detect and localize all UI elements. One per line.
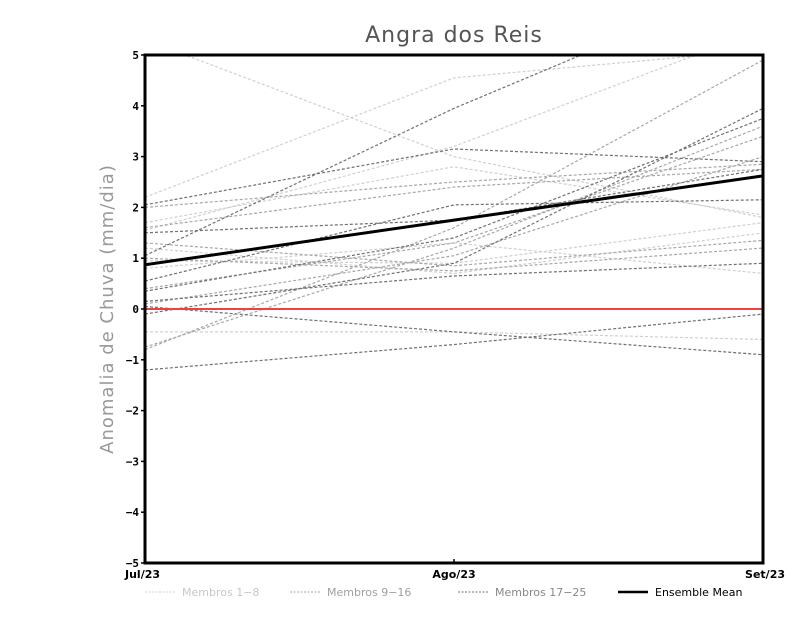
legend: Membros 1−8 Membros 9−16 Membros 17−25 Ense… xyxy=(145,586,742,599)
member-line-20 xyxy=(145,199,763,282)
member-line-4 xyxy=(145,232,763,275)
member-line-23 xyxy=(145,262,763,302)
member-line-19 xyxy=(145,168,763,234)
chart-title: Angra dos Reis xyxy=(365,23,543,48)
y-tick-label: 5 xyxy=(132,49,139,62)
y-tick-label: 2 xyxy=(132,201,139,214)
series-layer xyxy=(145,55,763,371)
legend-label: Membros 9−16 xyxy=(327,586,411,599)
x-axis: Jul/23 Ago/23 Set/23 xyxy=(124,559,785,581)
member-line-17 xyxy=(145,148,763,206)
x-tick-label: Ago/23 xyxy=(432,568,475,581)
y-axis-label: Anomalia de Chuva (mm/dia) xyxy=(97,164,118,454)
y-tick-label: 4 xyxy=(132,100,139,113)
y-axis: 5 4 3 2 1 0 −1 −2 −3 −4 −5 xyxy=(126,49,145,570)
member-line-24 xyxy=(145,305,763,356)
y-tick-label: −1 xyxy=(126,354,140,367)
member-line-25 xyxy=(145,313,763,371)
legend-label: Membros 17−25 xyxy=(495,586,586,599)
member-line-18 xyxy=(145,55,583,257)
member-line-5 xyxy=(145,331,763,341)
member-line-14 xyxy=(145,239,763,267)
member-line-12 xyxy=(145,125,763,348)
legend-label: Membros 1−8 xyxy=(182,586,259,599)
y-tick-label: −2 xyxy=(126,405,139,418)
member-line-10 xyxy=(145,168,763,229)
legend-label: Ensemble Mean xyxy=(655,586,742,599)
member-line-13 xyxy=(145,156,763,305)
member-line-16 xyxy=(145,247,763,272)
member-line-2 xyxy=(183,55,763,219)
y-tick-label: 0 xyxy=(132,303,139,316)
member-line-1 xyxy=(145,55,714,198)
y-tick-label: −4 xyxy=(126,506,140,519)
member-line-3 xyxy=(145,166,763,224)
x-tick-label: Set/23 xyxy=(745,568,785,581)
y-tick-label: −5 xyxy=(126,557,139,570)
member-line-9 xyxy=(145,163,763,208)
x-tick-label: Jul/23 xyxy=(124,568,160,581)
y-tick-label: 3 xyxy=(132,151,139,164)
y-tick-label: −3 xyxy=(126,455,139,468)
y-tick-label: 1 xyxy=(132,252,139,265)
member-line-6 xyxy=(145,222,763,264)
ensemble-mean-line xyxy=(145,174,763,267)
member-line-8 xyxy=(145,55,698,231)
member-line-11 xyxy=(145,135,763,290)
